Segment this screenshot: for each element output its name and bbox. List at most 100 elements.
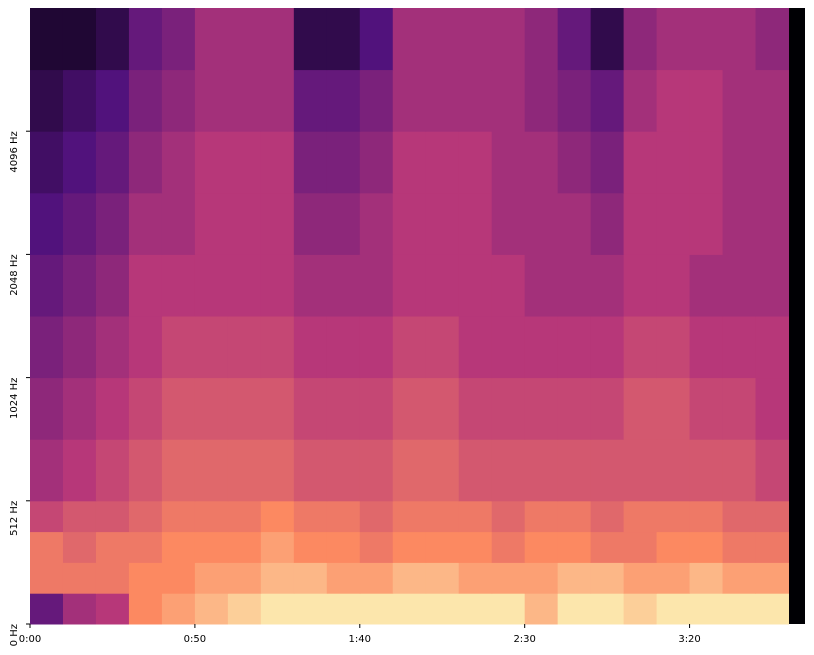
- spectrogram-cell: [260, 562, 295, 594]
- spectrogram-cell: [161, 69, 196, 132]
- spectrogram-cell: [623, 316, 658, 379]
- y-tick-label: 0 Hz: [9, 624, 20, 646]
- spectrogram-cell: [623, 593, 658, 625]
- spectrogram-cell: [128, 593, 163, 625]
- spectrogram-cell: [425, 377, 460, 440]
- spectrogram-cell: [590, 131, 625, 194]
- spectrogram-cell: [62, 8, 97, 71]
- spectrogram-cell: [491, 593, 526, 625]
- spectrogram-cell: [656, 131, 691, 194]
- spectrogram-cell: [590, 316, 625, 379]
- spectrogram-cell: [161, 316, 196, 379]
- spectrogram-cell: [524, 439, 559, 502]
- spectrogram-cell: [326, 316, 361, 379]
- spectrogram-cell: [260, 377, 295, 440]
- spectrogram-cell: [524, 192, 559, 255]
- spectrogram-cell: [656, 8, 691, 71]
- spectrogram-cell: [95, 254, 130, 317]
- spectrogram-cell: [161, 8, 196, 71]
- spectrogram-cell: [293, 69, 328, 132]
- spectrogram-cell: [293, 8, 328, 71]
- spectrogram-cell: [590, 254, 625, 317]
- spectrogram-cell: [293, 439, 328, 502]
- spectrogram-cell: [623, 254, 658, 317]
- spectrogram-cell: [557, 593, 592, 625]
- spectrogram-cell: [326, 593, 361, 625]
- spectrogram-cell: [623, 131, 658, 194]
- spectrogram-cell: [326, 500, 361, 533]
- spectrogram-cell: [755, 500, 790, 533]
- x-tick-label: 0:50: [184, 634, 206, 645]
- spectrogram-cell: [260, 254, 295, 317]
- spectrogram-cell: [491, 254, 526, 317]
- spectrogram-cell: [623, 439, 658, 502]
- spectrogram-cell: [491, 377, 526, 440]
- spectrogram-cell: [557, 192, 592, 255]
- spectrogram-cell: [62, 531, 97, 563]
- spectrogram-cell: [689, 562, 724, 594]
- spectrogram-cell: [722, 593, 757, 625]
- spectrogram-cell: [260, 500, 295, 533]
- x-tick-label: 2:30: [513, 634, 535, 645]
- spectrogram-cell: [227, 439, 262, 502]
- spectrogram-cell: [524, 254, 559, 317]
- spectrogram-cell: [161, 500, 196, 533]
- spectrogram-cell: [491, 500, 526, 533]
- spectrogram-cell: [755, 192, 790, 255]
- spectrogram-cell: [557, 254, 592, 317]
- spectrogram-cell: [722, 531, 757, 563]
- spectrogram-cell: [392, 593, 427, 625]
- spectrogram-cell: [458, 8, 493, 71]
- spectrogram-cell: [326, 439, 361, 502]
- spectrogram-cell: [689, 531, 724, 563]
- spectrogram-cell: [260, 593, 295, 625]
- spectrogram-cell: [425, 254, 460, 317]
- spectrogram-cell: [392, 531, 427, 563]
- spectrogram-cell: [359, 377, 394, 440]
- spectrogram-cell: [260, 192, 295, 255]
- spectrogram-cell: [425, 439, 460, 502]
- spectrogram-cell: [722, 316, 757, 379]
- spectrogram-cell: [293, 562, 328, 594]
- spectrogram-cell: [755, 316, 790, 379]
- spectrogram-cell: [524, 69, 559, 132]
- spectrogram-cell: [458, 316, 493, 379]
- spectrogram-cell: [95, 316, 130, 379]
- spectrogram-cell: [689, 254, 724, 317]
- spectrogram-cell: [392, 192, 427, 255]
- spectrogram-cell: [128, 500, 163, 533]
- spectrogram-cell: [194, 500, 229, 533]
- spectrogram-cell: [722, 254, 757, 317]
- spectrogram-cell: [260, 531, 295, 563]
- spectrogram-cell: [623, 531, 658, 563]
- spectrogram-cell: [524, 131, 559, 194]
- spectrogram-cell: [227, 254, 262, 317]
- spectrogram-cell: [392, 439, 427, 502]
- spectrogram-cell: [326, 8, 361, 71]
- spectrogram-cell: [95, 8, 130, 71]
- spectrogram-cell: [590, 192, 625, 255]
- spectrogram-cell: [326, 192, 361, 255]
- x-tick-label: 0:00: [19, 634, 41, 645]
- spectrogram-cell: [128, 69, 163, 132]
- spectrogram-cell: [260, 439, 295, 502]
- spectrogram-cell: [425, 8, 460, 71]
- spectrogram-cell: [755, 439, 790, 502]
- spectrogram-cell: [458, 69, 493, 132]
- spectrogram-cell: [260, 316, 295, 379]
- spectrogram-cell: [62, 192, 97, 255]
- spectrogram-cell: [458, 531, 493, 563]
- spectrogram-cell: [656, 593, 691, 625]
- spectrogram-cell: [656, 254, 691, 317]
- spectrogram-cell: [30, 439, 64, 502]
- spectrogram-cell: [128, 192, 163, 255]
- spectrogram-cell: [656, 562, 691, 594]
- spectrogram-cell: [128, 562, 163, 594]
- spectrogram-cell: [722, 69, 757, 132]
- spectrogram-cell: [755, 8, 790, 71]
- spectrogram-cell: [359, 131, 394, 194]
- spectrogram-cell: [425, 316, 460, 379]
- spectrogram-cell: [194, 593, 229, 625]
- spectrogram-cell: [458, 377, 493, 440]
